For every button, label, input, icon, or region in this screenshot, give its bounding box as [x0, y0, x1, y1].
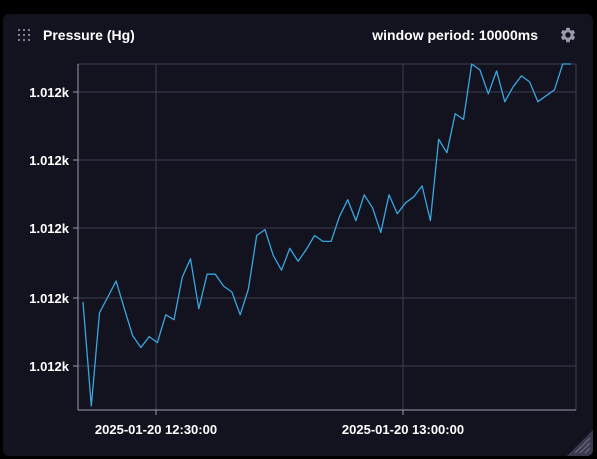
panel-title: Pressure (Hg): [43, 27, 135, 43]
panel-header: Pressure (Hg) window period: 10000ms: [3, 14, 593, 58]
y-tick-label: 1.012k: [29, 153, 70, 168]
y-tick-label: 1.012k: [29, 291, 70, 306]
series: [82, 63, 571, 407]
series-line: [82, 63, 571, 407]
x-tick-label: 2025-01-20 13:00:00: [342, 422, 464, 437]
chart-panel: Pressure (Hg) window period: 10000ms 1.0…: [3, 14, 593, 456]
y-tick-label: 1.012k: [29, 359, 70, 374]
axes: [77, 64, 576, 411]
x-axis-ticks: 2025-01-20 12:30:00 2025-01-20 13:00:00: [95, 410, 464, 437]
window-period-label: window period: 10000ms: [372, 27, 538, 43]
grid-lines: [77, 63, 577, 411]
y-tick-label: 1.012k: [29, 85, 70, 100]
resize-corner-icon[interactable]: [563, 426, 593, 456]
plot-frame: [77, 63, 577, 411]
drag-dots-icon[interactable]: [17, 28, 31, 42]
gear-icon[interactable]: [559, 26, 577, 44]
y-axis-ticks: 1.012k 1.012k 1.012k 1.012k 1.012k: [29, 85, 78, 374]
line-chart: 1.012k 1.012k 1.012k 1.012k 1.012k 2025-01-2…: [3, 14, 593, 456]
x-tick-label: 2025-01-20 12:30:00: [95, 422, 217, 437]
y-tick-label: 1.012k: [29, 221, 70, 236]
